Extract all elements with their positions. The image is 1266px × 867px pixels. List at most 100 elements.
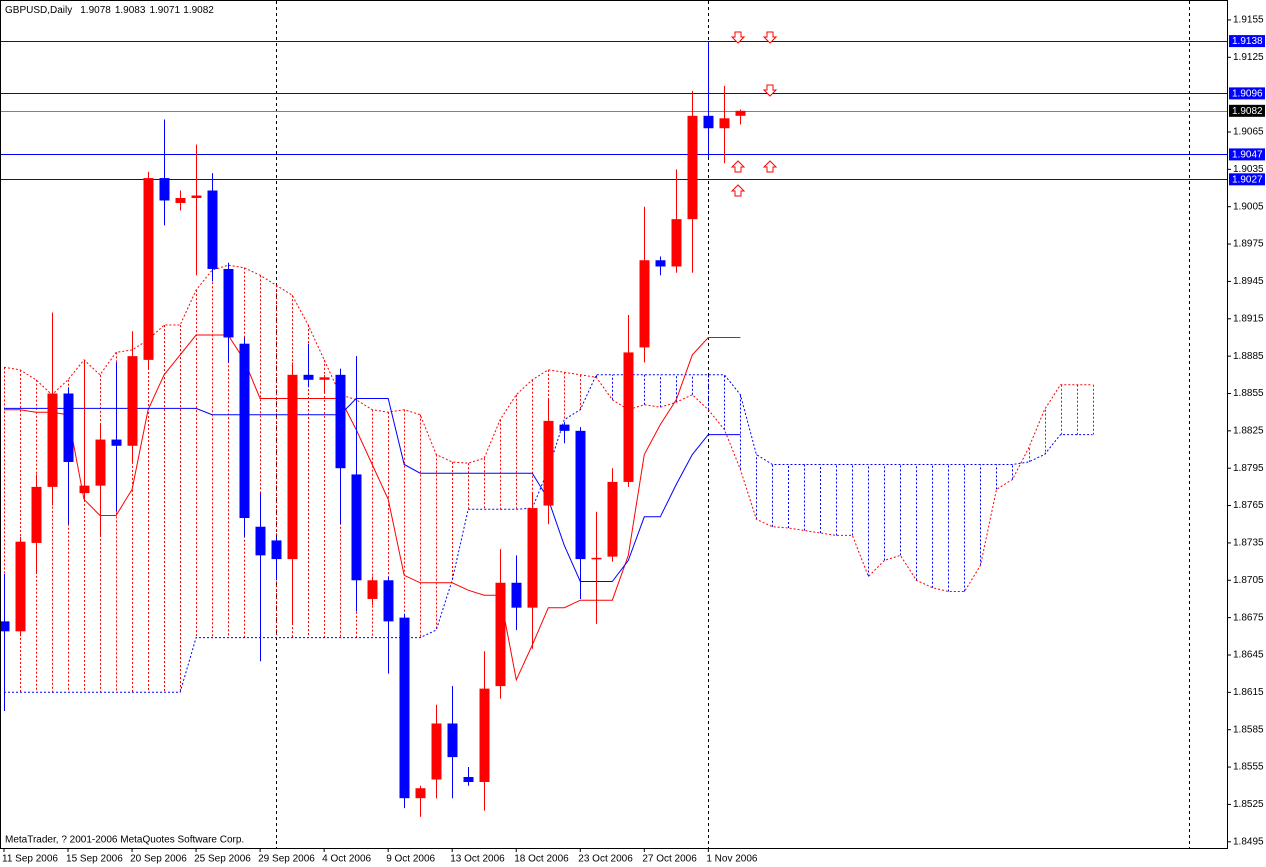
candle-body — [111, 439, 122, 446]
x-tick-label: 4 Oct 2006 — [322, 854, 371, 865]
candle-body — [143, 178, 154, 360]
candle-body — [223, 268, 234, 338]
x-tick-label: 1 Nov 2006 — [706, 854, 758, 865]
candle-body — [207, 190, 218, 269]
candle-body — [239, 343, 250, 519]
y-tick-label: 1.8495 — [1233, 836, 1264, 847]
x-tick-label: 20 Sep 2006 — [130, 854, 187, 865]
up-arrow — [730, 160, 746, 173]
candle-body — [559, 424, 570, 431]
y-tick-label: 1.8855 — [1233, 388, 1264, 399]
axis-layer: 1.9155 1.9125 1.9065 1.9035 1.9005 1.8975 1.89… — [2, 15, 1265, 865]
price-label-box — [1229, 104, 1265, 117]
close-value: 1.9082 — [183, 5, 214, 16]
y-tick-label: 1.8795 — [1233, 463, 1264, 474]
candle-body — [0, 621, 10, 632]
high-value: 1.9083 — [115, 5, 146, 16]
y-tick-label: 1.8525 — [1233, 799, 1264, 810]
x-tick-label: 29 Sep 2006 — [258, 854, 315, 865]
levels-layer — [1, 41, 1227, 180]
symbol: GBPUSD,Daily — [5, 5, 72, 16]
candle-body — [127, 356, 138, 446]
y-tick-label: 1.8555 — [1233, 762, 1264, 773]
up-arrow — [762, 160, 778, 173]
candle-body — [319, 377, 330, 380]
candle-body — [463, 777, 474, 783]
y-tick-label: 1.8675 — [1233, 612, 1264, 623]
candle-body — [191, 195, 202, 198]
candles-layer — [0, 41, 746, 817]
candle-body — [351, 474, 362, 581]
low-value: 1.9071 — [149, 5, 180, 16]
candle-body — [687, 115, 698, 220]
candle-body — [719, 118, 730, 129]
y-tick-label: 1.8915 — [1233, 313, 1264, 324]
x-tick-label: 13 Oct 2006 — [450, 854, 505, 865]
signal-arrows — [730, 31, 778, 197]
x-tick-label: 23 Oct 2006 — [578, 854, 633, 865]
price-label: 1.9096 — [1232, 89, 1263, 100]
candle-body — [95, 439, 106, 486]
x-tick-label: 11 Sep 2006 — [2, 854, 58, 865]
up-arrow — [730, 184, 746, 197]
candle-body — [367, 580, 378, 599]
price-label-box — [1229, 87, 1265, 100]
y-tick-label: 1.8975 — [1233, 239, 1264, 250]
candle-body — [47, 393, 58, 487]
plot-frame — [0, 0, 1228, 849]
y-tick-label: 1.9005 — [1233, 201, 1264, 212]
y-tick-label: 1.8705 — [1233, 575, 1264, 586]
candle-body — [479, 688, 490, 783]
candle-body — [255, 526, 266, 556]
candle-body — [15, 541, 26, 632]
price-label: 1.9027 — [1232, 174, 1263, 185]
candle-body — [79, 485, 90, 494]
candle-body — [655, 260, 666, 267]
candle-body — [63, 393, 74, 462]
down-arrow — [730, 31, 746, 44]
candle-body — [383, 580, 394, 622]
x-tick-label: 9 Oct 2006 — [386, 854, 435, 865]
candle-body — [303, 374, 314, 380]
candle-body — [735, 110, 746, 116]
candle-body — [575, 430, 586, 560]
price-label-box — [1229, 35, 1265, 48]
y-tick-label: 1.8585 — [1233, 724, 1264, 735]
price-label: 1.9138 — [1232, 36, 1263, 47]
indicator-line — [4, 398, 741, 582]
y-tick-label: 1.8885 — [1233, 351, 1264, 362]
chart-title: GBPUSD,Daily 1.9078 1.9083 1.9071 1.9082 — [5, 5, 214, 16]
x-tick-label: 18 Oct 2006 — [514, 854, 569, 865]
candle-body — [175, 197, 186, 203]
y-tick-label: 1.8645 — [1233, 650, 1264, 661]
price-label: 1.9047 — [1232, 150, 1263, 161]
price-label-box — [1229, 148, 1265, 161]
y-tick-label: 1.9065 — [1233, 127, 1264, 138]
candle-body — [527, 508, 538, 608]
y-tick-label: 1.9125 — [1233, 52, 1264, 63]
candle-body — [623, 352, 634, 482]
x-tick-label: 25 Sep 2006 — [194, 854, 251, 865]
price-label-box — [1229, 173, 1265, 186]
candle-body — [31, 486, 42, 543]
candle-body — [543, 420, 554, 506]
y-tick-label: 1.9155 — [1233, 15, 1264, 26]
y-tick-label: 1.9035 — [1233, 164, 1264, 175]
candle-body — [287, 374, 298, 560]
candle-body — [671, 219, 682, 267]
candle-body — [511, 582, 522, 608]
candle-body — [271, 540, 282, 560]
candle-body — [607, 481, 618, 557]
down-arrow — [762, 31, 778, 44]
down-arrow — [762, 84, 778, 97]
x-tick-label: 15 Sep 2006 — [66, 854, 123, 865]
candle-body — [431, 723, 442, 780]
candle-body — [639, 260, 650, 348]
y-tick-label: 1.8765 — [1233, 500, 1264, 511]
indicator-line — [4, 334, 741, 682]
candle-body — [447, 723, 458, 758]
y-tick-label: 1.8615 — [1233, 687, 1264, 698]
price-label: 1.9082 — [1232, 106, 1263, 117]
y-tick-label: 1.8945 — [1233, 276, 1264, 287]
